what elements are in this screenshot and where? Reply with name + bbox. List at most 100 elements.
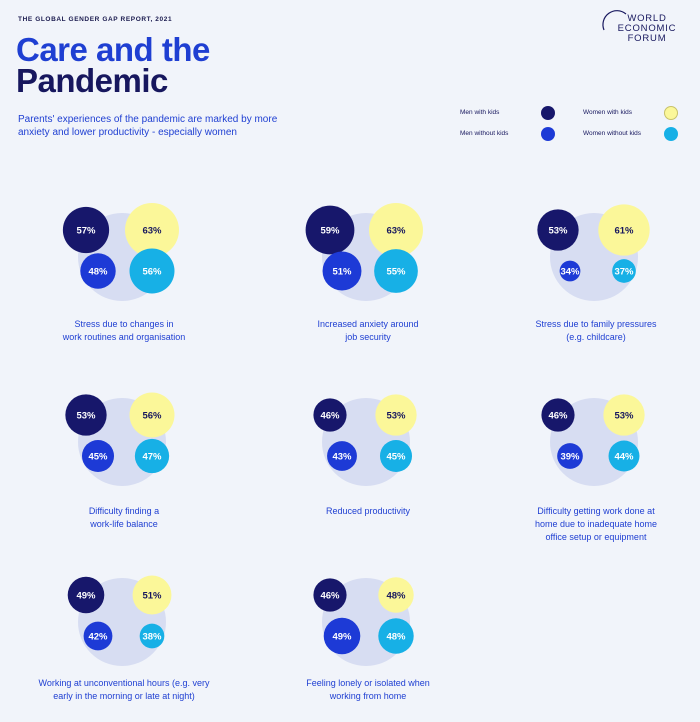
bubble-label-men-with-kids: 57%	[76, 226, 96, 237]
bubble-caption: Working at unconventional hours (e.g. ve…	[14, 677, 234, 703]
bubble-label-men-with-kids: 49%	[76, 591, 96, 602]
bubble-label-men-without-kids: 51%	[332, 267, 352, 278]
bubble-men-without-kids	[559, 260, 581, 282]
legend-dot-men-without-kids	[541, 127, 555, 141]
bubble-men-without-kids	[80, 253, 116, 289]
bubble-label-men-with-kids: 46%	[320, 411, 340, 422]
bubble-label-women-without-kids: 44%	[614, 452, 634, 463]
legend-dot-women-without-kids	[664, 127, 678, 141]
caption-line: Reduced productivity	[325, 506, 411, 516]
bubble-group: 46% 48% 49% 48%	[313, 577, 414, 666]
bubble-women-without-kids	[134, 438, 170, 474]
bubble-women-without-kids	[608, 440, 640, 472]
bubble-women-without-kids	[379, 439, 413, 473]
bubble-label-women-with-kids: 51%	[142, 591, 162, 602]
bubble-caption: Increased anxiety around job security	[258, 318, 478, 344]
title-line-2: Pandemic	[16, 62, 168, 99]
bubble-label-men-with-kids: 53%	[548, 226, 568, 237]
subtitle: Parents' experiences of the pandemic are…	[18, 114, 278, 138]
bubble-label-men-with-kids: 46%	[548, 411, 568, 422]
legend-dot-women-with-kids	[664, 106, 678, 120]
bubble-label-women-without-kids: 38%	[142, 632, 162, 643]
bubble-men-without-kids	[323, 617, 361, 655]
bubble-label-men-without-kids: 43%	[332, 452, 352, 463]
legend-dot-men-with-kids	[541, 106, 555, 120]
logo-line-1: WORLD	[627, 13, 667, 24]
bubble-women-without-kids	[129, 248, 175, 294]
bubble-group: 46% 53% 43% 45%	[313, 394, 417, 486]
page-title: Care and the Pandemic	[16, 31, 356, 99]
bubble-men-with-kids	[313, 578, 347, 612]
report-label: THE GLOBAL GENDER GAP REPORT, 2021	[18, 16, 173, 23]
bubble-men-with-kids	[537, 209, 579, 251]
bubble-group: 53% 61% 34% 37%	[537, 204, 650, 301]
bubble-men-without-kids	[322, 251, 362, 291]
bubble-women-without-kids	[612, 259, 636, 283]
caption-line: work routines and organisation	[62, 332, 186, 342]
bubble-caption: Stress due to family pressures (e.g. chil…	[486, 318, 700, 344]
bubble-label-men-without-kids: 34%	[560, 267, 580, 278]
caption-line: office setup or equipment	[545, 532, 647, 542]
logo-arc-icon	[602, 10, 627, 31]
bubble-men-without-kids	[81, 439, 115, 473]
bubble-group: 53% 56% 45% 47%	[65, 392, 175, 486]
bubble-group: 57% 63% 48% 56%	[62, 203, 179, 301]
bubble-label-men-with-kids: 53%	[76, 411, 96, 422]
bubble-label-men-with-kids: 46%	[320, 591, 340, 602]
bubble-label-men-with-kids: 59%	[320, 226, 340, 237]
caption-line: Increased anxiety around	[317, 319, 419, 329]
bubble-men-with-kids	[541, 398, 575, 432]
bubble-men-with-kids	[313, 398, 347, 432]
bubble-label-men-without-kids: 49%	[332, 632, 352, 643]
bubble-label-men-without-kids: 42%	[88, 632, 108, 643]
bubble-women-without-kids	[139, 623, 165, 649]
bubble-label-women-with-kids: 56%	[142, 411, 162, 422]
legend-label-women-without-kids: Women without kids	[583, 130, 642, 137]
bubble-men-without-kids	[83, 621, 113, 651]
wef-logo: WORLD ECONOMIC FORUM	[612, 14, 682, 44]
bubble-label-women-without-kids: 48%	[386, 632, 406, 643]
bubble-men-without-kids	[327, 441, 357, 471]
bubble-group: 59% 63% 51% 55%	[305, 203, 423, 301]
bubble-men-with-kids	[67, 576, 105, 614]
bubble-label-men-without-kids: 45%	[88, 452, 108, 463]
bubble-caption: Difficulty finding a work-life balance	[14, 505, 234, 531]
bubble-women-with-kids	[125, 203, 179, 257]
bubble-women-with-kids	[375, 394, 417, 436]
bubble-women-without-kids	[374, 249, 418, 293]
bubble-label-women-with-kids: 63%	[142, 226, 162, 237]
bubble-group: 49% 51% 42% 38%	[67, 575, 172, 666]
title-line-1: Care and the	[16, 31, 210, 68]
bubble-men-without-kids	[557, 443, 583, 469]
bubble-men-with-kids	[65, 394, 107, 436]
bubble-men-with-kids	[62, 206, 110, 254]
bubble-label-women-without-kids: 45%	[386, 452, 406, 463]
caption-line: early in the morning or late at night)	[53, 691, 195, 701]
bubble-label-women-with-kids: 63%	[386, 226, 406, 237]
bubble-women-with-kids	[129, 392, 175, 438]
bubble-label-men-without-kids: 48%	[88, 267, 108, 278]
caption-line: job security	[345, 332, 391, 342]
caption-line: Working at unconventional hours (e.g. ve…	[38, 678, 210, 688]
bubble-women-with-kids	[132, 575, 172, 615]
caption-line: Stress due to family pressures	[535, 319, 657, 329]
caption-line: Feeling lonely or isolated when	[306, 678, 430, 688]
caption-line: Difficulty getting work done at	[537, 506, 655, 516]
bubble-label-women-with-kids: 53%	[386, 411, 406, 422]
caption-line: work-life balance	[90, 519, 158, 529]
bubble-label-men-without-kids: 39%	[560, 452, 580, 463]
bubble-label-women-without-kids: 56%	[142, 267, 162, 278]
bubble-caption: Reduced productivity	[258, 505, 478, 518]
bubble-label-women-without-kids: 55%	[386, 267, 406, 278]
bubble-caption: Stress due to changes in work routines an…	[14, 318, 234, 344]
legend-label-men-with-kids: Men with kids	[460, 109, 500, 116]
bubble-women-with-kids	[369, 203, 423, 257]
legend-label-men-without-kids: Men without kids	[460, 130, 509, 137]
caption-line: home due to inadequate home	[534, 519, 658, 529]
bubble-women-with-kids	[378, 577, 414, 613]
bubble-caption: Difficulty getting work done at home due …	[486, 505, 700, 544]
bubble-group: 46% 53% 39% 44%	[541, 394, 645, 486]
bubble-women-with-kids	[598, 204, 650, 256]
legend-label-women-with-kids: Women with kids	[583, 109, 633, 116]
